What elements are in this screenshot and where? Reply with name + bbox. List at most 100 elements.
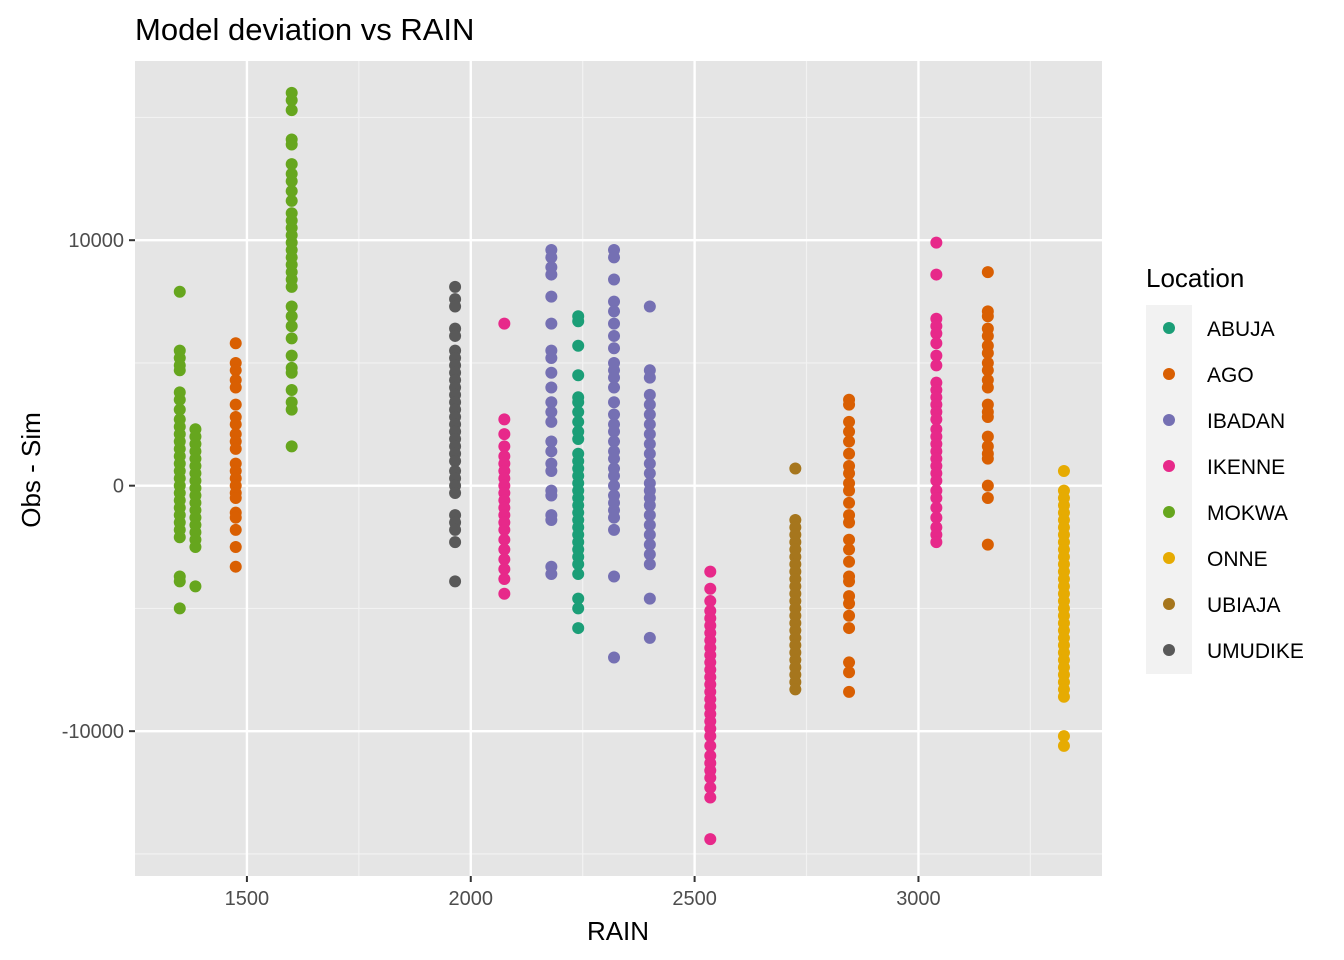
legend-swatch [1163,506,1175,518]
data-point [843,656,856,669]
data-point [789,683,802,696]
data-point [930,474,943,487]
data-point [545,268,558,281]
legend-item-umudike: UMUDIKE [1163,640,1304,663]
data-point [608,425,621,438]
data-point [981,329,994,342]
legend-label: IBADAN [1207,410,1285,433]
x-tick-label: 2000 [449,888,494,910]
data-point [789,462,802,475]
data-point [643,457,656,470]
data-point [285,332,298,345]
data-point [930,327,943,340]
data-point [843,467,856,480]
data-point [843,533,856,546]
data-point [173,393,186,406]
legend: Location ABUJA AGO IBADAN IKENNE MOKWA ONNE UB… [1146,263,1304,674]
y-axis: -10000 0 10000 [62,230,135,743]
legend-swatch [1163,644,1175,656]
y-tick-label: 10000 [68,230,124,252]
data-point [572,602,585,615]
data-point [704,730,717,743]
data-point [704,595,717,608]
data-point [449,536,462,549]
data-point [843,425,856,438]
data-point [643,388,656,401]
data-point [981,538,994,551]
data-point [498,572,511,585]
data-point [173,364,186,377]
data-point [608,511,621,524]
data-point [285,175,298,188]
data-point [572,558,585,571]
x-axis: 1500 2000 2500 3000 [225,876,941,910]
data-point [643,631,656,644]
data-point [285,138,298,151]
data-point [545,251,558,264]
data-point [843,666,856,679]
data-point [930,268,943,281]
data-point [981,310,994,323]
data-point [981,364,994,377]
data-point [449,523,462,536]
legend-label: UBIAJA [1207,594,1281,617]
legend-swatch [1163,368,1175,380]
data-point [285,194,298,207]
legend-item-ubiaja: UBIAJA [1163,594,1281,617]
data-point [545,464,558,477]
data-point [981,479,994,492]
data-point [643,371,656,384]
data-point [608,408,621,421]
data-point [229,418,242,431]
data-point [572,315,585,328]
data-point [843,435,856,448]
data-point [608,479,621,492]
data-point [643,467,656,480]
data-point [545,352,558,365]
data-point [229,337,242,350]
data-point [608,651,621,664]
data-point [545,290,558,303]
series-onne [1057,464,1070,752]
legend-label: UMUDIKE [1207,640,1304,663]
data-point [545,406,558,419]
data-point [285,366,298,379]
data-point [229,523,242,536]
data-point [981,266,994,279]
data-point [285,94,298,107]
data-point [704,781,717,794]
data-point [930,349,943,362]
data-point [643,538,656,551]
data-point [930,337,943,350]
data-point [545,381,558,394]
data-point [608,305,621,318]
data-point [229,560,242,573]
data-point [545,489,558,502]
legend-key-background [1146,305,1192,674]
data-point [498,413,511,426]
data-point [843,555,856,568]
series-umudike [449,280,462,588]
data-point [285,310,298,323]
data-point [608,371,621,384]
data-point [498,317,511,330]
data-point [643,447,656,460]
data-point [608,273,621,286]
data-point [981,410,994,423]
legend-swatch [1163,552,1175,564]
data-point [572,339,585,352]
data-point [285,104,298,117]
legend-item-ibadan: IBADAN [1163,410,1285,433]
data-point [173,403,186,416]
legend-label: AGO [1207,364,1254,387]
legend-swatch [1163,322,1175,334]
data-point [1057,730,1070,743]
data-point [643,437,656,450]
data-point [981,491,994,504]
data-point [930,359,943,372]
data-point [981,430,994,443]
y-tick-label: 0 [113,476,124,498]
data-point [572,592,585,605]
data-point [545,435,558,448]
data-point [643,428,656,441]
